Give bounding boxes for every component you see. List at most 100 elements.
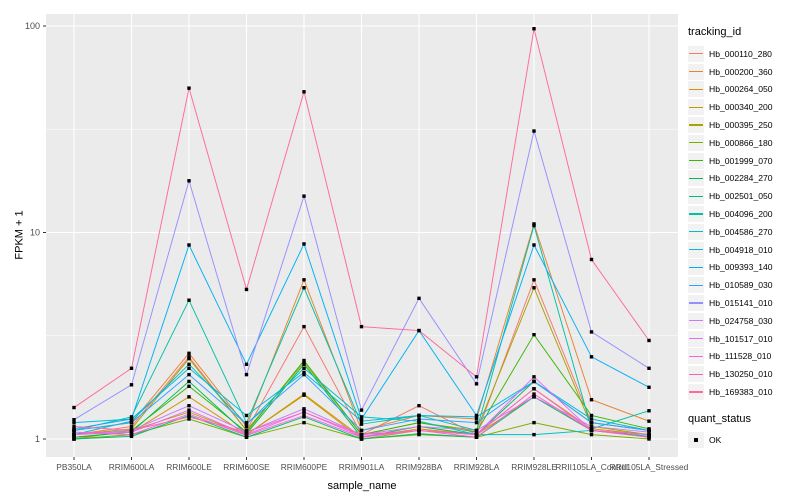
data-point <box>359 415 364 419</box>
data-point <box>302 194 306 198</box>
data-point <box>72 424 76 429</box>
legend-key-line-icon <box>688 348 704 365</box>
data-point <box>647 430 651 434</box>
y-tick-label: 10 <box>30 228 40 238</box>
data-point <box>302 393 306 397</box>
data-point <box>532 432 536 437</box>
data-point <box>302 366 306 370</box>
data-point <box>72 437 76 441</box>
data-point <box>244 413 249 418</box>
legend-item-Hb_111528_010: Hb_111528_010 <box>688 348 798 366</box>
legend-item-Hb_000340_200: Hb_000340_200 <box>688 98 798 116</box>
data-point <box>244 422 249 426</box>
data-point <box>417 432 421 436</box>
y-tick-label: 100 <box>25 21 40 31</box>
legend-label: Hb_009393_140 <box>709 262 773 273</box>
data-point <box>187 403 191 408</box>
data-point <box>474 435 479 439</box>
data-point <box>72 420 76 425</box>
data-point <box>72 418 76 422</box>
x-axis-title: sample_name <box>327 480 397 492</box>
x-tick-label: RRIM600LE <box>166 462 212 472</box>
data-point <box>187 384 191 388</box>
legend-label: OK <box>709 434 722 445</box>
x-tick-label: RRII105LA_Stressed <box>610 462 689 472</box>
data-point <box>474 432 479 437</box>
legend-title-tracking-id: tracking_id <box>688 26 742 38</box>
legend-item-Hb_000200_360: Hb_000200_360 <box>688 63 798 81</box>
legend-label: Hb_000866_180 <box>709 137 773 148</box>
data-point <box>359 419 364 423</box>
data-point <box>129 432 134 437</box>
legend-label: Hb_002284_270 <box>709 173 773 184</box>
legend-label: Hb_101517_010 <box>709 333 773 344</box>
data-point <box>589 355 594 359</box>
data-point <box>589 432 594 437</box>
data-point <box>129 420 134 425</box>
legend-label: Hb_015141_010 <box>709 298 773 309</box>
legend-item-Hb_015141_010: Hb_015141_010 <box>688 294 798 312</box>
data-point <box>244 287 249 292</box>
legend-item-Hb_002284_270: Hb_002284_270 <box>688 170 798 188</box>
data-point <box>532 392 536 396</box>
legend-label: Hb_002501_050 <box>709 191 773 202</box>
data-point <box>589 257 594 262</box>
data-point <box>187 355 191 359</box>
data-point <box>532 395 536 399</box>
data-point <box>359 324 364 329</box>
data-point <box>129 415 134 419</box>
data-point <box>589 420 594 425</box>
legend-items-tracking-id: Hb_000110_280 Hb_000200_360 Hb_000264_050 H… <box>688 45 798 401</box>
legend-label: Hb_000200_360 <box>709 66 773 77</box>
legend-items-quant-status: OK <box>688 431 798 449</box>
data-point <box>532 129 536 133</box>
data-point <box>129 424 134 429</box>
data-point <box>187 243 191 247</box>
data-point <box>187 362 191 366</box>
legend-item-Hb_004586_270: Hb_004586_270 <box>688 223 798 241</box>
data-point <box>129 383 134 387</box>
legend-key-line-icon <box>688 330 704 347</box>
legend-item-Hb_004918_010: Hb_004918_010 <box>688 241 798 259</box>
data-point <box>359 417 364 421</box>
legend-label: Hb_000340_200 <box>709 102 773 113</box>
data-point <box>187 298 191 302</box>
y-axis-title: FPKM + 1 <box>13 210 26 260</box>
data-point <box>187 351 191 356</box>
data-point <box>532 286 536 290</box>
x-tick-label: RRIM600PE <box>281 462 328 472</box>
data-point <box>647 385 651 389</box>
data-point <box>187 417 191 421</box>
legend-item-Hb_001999_070: Hb_001999_070 <box>688 152 798 170</box>
data-point <box>647 409 651 413</box>
data-point <box>359 435 364 439</box>
legend-label: Hb_004918_010 <box>709 244 773 255</box>
legend-label: Hb_004586_270 <box>709 226 773 237</box>
legend-key-line-icon <box>688 99 704 116</box>
data-point <box>187 412 191 416</box>
legend-item-Hb_000264_050: Hb_000264_050 <box>688 81 798 99</box>
data-point <box>302 358 306 363</box>
x-tick-label: RRIM928BA <box>396 462 443 472</box>
legend-key-line-icon <box>688 241 704 258</box>
legend-item-Hb_009393_140: Hb_009393_140 <box>688 259 798 277</box>
legend-item-Hb_000866_180: Hb_000866_180 <box>688 134 798 152</box>
data-point <box>187 179 191 183</box>
x-tick-label: RRII105LA_Control <box>555 462 628 472</box>
data-point <box>244 435 249 439</box>
data-point <box>187 379 191 384</box>
legend-label: Hb_130250_010 <box>709 369 773 380</box>
data-point <box>589 398 594 402</box>
data-point <box>417 428 421 433</box>
data-point <box>532 420 536 425</box>
legend-key-line-icon <box>688 312 704 329</box>
data-point <box>244 362 249 366</box>
data-point <box>129 434 134 439</box>
data-point <box>302 407 306 411</box>
data-point <box>417 328 421 333</box>
legend-key-line-icon <box>688 188 704 205</box>
data-point <box>589 413 594 418</box>
data-point <box>244 424 249 429</box>
